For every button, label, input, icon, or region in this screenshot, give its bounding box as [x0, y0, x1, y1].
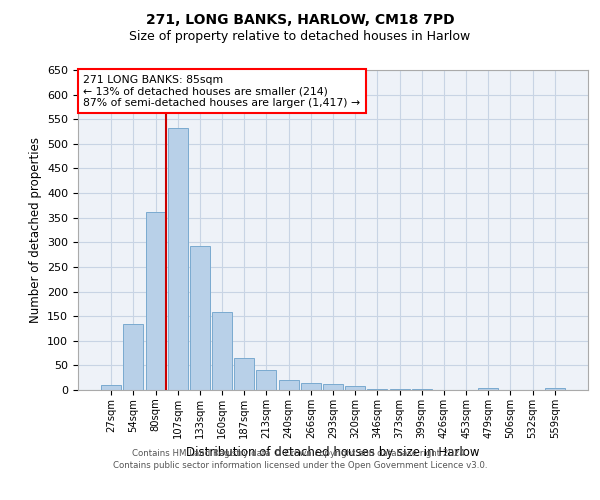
Text: 271, LONG BANKS, HARLOW, CM18 7PD: 271, LONG BANKS, HARLOW, CM18 7PD: [146, 12, 454, 26]
Bar: [478, 388, 498, 390]
Text: Contains HM Land Registry data © Crown copyright and database right 2024.: Contains HM Land Registry data © Crown c…: [132, 448, 468, 458]
Bar: [101, 385, 121, 390]
Bar: [212, 312, 232, 390]
Bar: [301, 382, 321, 390]
Bar: [124, 324, 143, 390]
Bar: [389, 388, 410, 390]
Text: Size of property relative to detached houses in Harlow: Size of property relative to detached ho…: [130, 30, 470, 43]
Bar: [323, 384, 343, 390]
Y-axis label: Number of detached properties: Number of detached properties: [29, 137, 41, 323]
Bar: [190, 246, 210, 390]
Bar: [367, 388, 388, 390]
Bar: [412, 389, 432, 390]
Bar: [345, 386, 365, 390]
Text: 271 LONG BANKS: 85sqm
← 13% of detached houses are smaller (214)
87% of semi-det: 271 LONG BANKS: 85sqm ← 13% of detached …: [83, 75, 360, 108]
Bar: [168, 128, 188, 390]
Bar: [545, 388, 565, 390]
Bar: [234, 358, 254, 390]
Bar: [146, 212, 166, 390]
X-axis label: Distribution of detached houses by size in Harlow: Distribution of detached houses by size …: [186, 446, 480, 460]
Bar: [256, 370, 277, 390]
Text: Contains public sector information licensed under the Open Government Licence v3: Contains public sector information licen…: [113, 461, 487, 470]
Bar: [278, 380, 299, 390]
